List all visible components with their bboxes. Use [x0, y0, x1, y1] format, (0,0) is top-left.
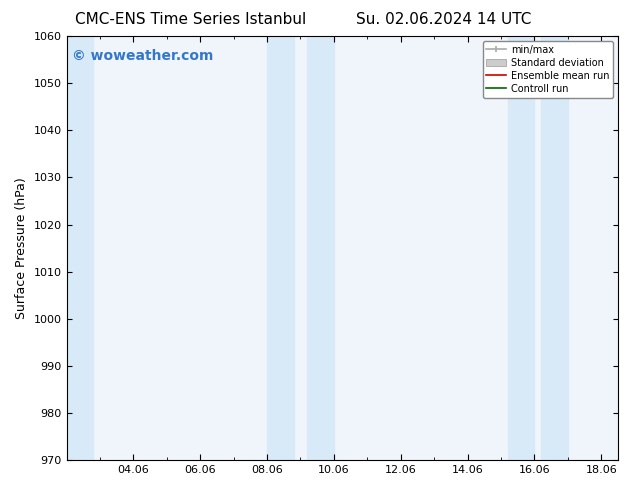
- Text: Su. 02.06.2024 14 UTC: Su. 02.06.2024 14 UTC: [356, 12, 531, 27]
- Text: © woweather.com: © woweather.com: [72, 49, 214, 63]
- Text: CMC-ENS Time Series Istanbul: CMC-ENS Time Series Istanbul: [75, 12, 306, 27]
- Legend: min/max, Standard deviation, Ensemble mean run, Controll run: min/max, Standard deviation, Ensemble me…: [482, 41, 613, 98]
- Bar: [541, 36, 568, 460]
- Bar: [307, 36, 334, 460]
- Bar: [267, 36, 294, 460]
- Bar: [508, 36, 534, 460]
- Y-axis label: Surface Pressure (hPa): Surface Pressure (hPa): [15, 177, 28, 319]
- Bar: [67, 36, 93, 460]
